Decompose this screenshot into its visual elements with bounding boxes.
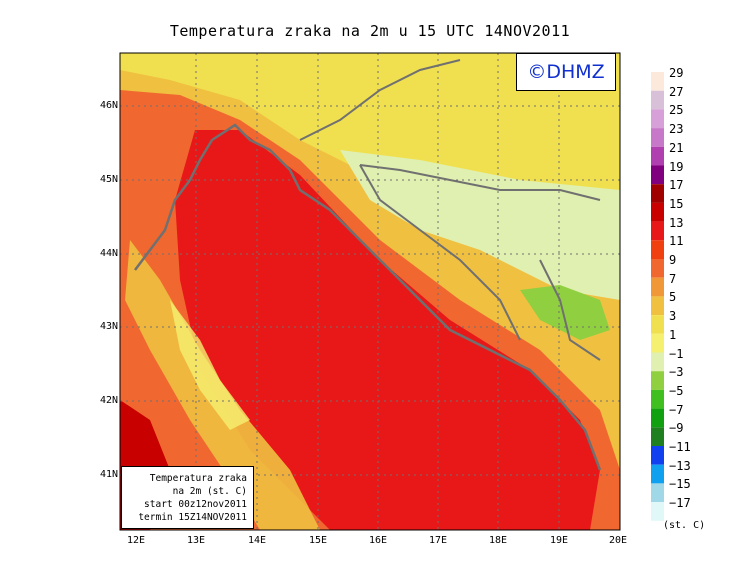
info-box: Temperatura zraka na 2m (st. C) start 00… bbox=[121, 466, 254, 529]
legend-swatch bbox=[651, 165, 664, 185]
legend-label: 25 bbox=[669, 103, 684, 118]
legend-label: 19 bbox=[669, 159, 684, 174]
info-line: Temperatura zraka bbox=[149, 473, 247, 484]
legend-label: 27 bbox=[669, 84, 684, 99]
legend-label: −9 bbox=[669, 421, 684, 436]
legend-label: 1 bbox=[669, 327, 677, 342]
legend-label: 17 bbox=[669, 178, 684, 193]
dhmz-logo: ©DHMZ bbox=[516, 53, 616, 91]
map-field bbox=[120, 53, 620, 530]
legend-swatch bbox=[651, 483, 664, 503]
legend-swatch bbox=[651, 128, 664, 147]
legend-swatch bbox=[651, 333, 664, 353]
legend-label: 15 bbox=[669, 196, 684, 211]
lon-label: 15E bbox=[308, 535, 328, 546]
map-title: Temperatura zraka na 2m u 15 UTC 14NOV20… bbox=[169, 22, 571, 40]
legend-label: 29 bbox=[669, 66, 684, 80]
info-line: start 00z12nov2011 bbox=[144, 499, 247, 510]
legend-label: −13 bbox=[669, 458, 691, 473]
legend-swatch bbox=[651, 259, 664, 278]
lat-label: 46N bbox=[99, 100, 118, 111]
legend-label: 5 bbox=[669, 290, 677, 305]
legend-swatch bbox=[651, 427, 664, 446]
legend-swatch bbox=[651, 221, 664, 241]
legend-label: −7 bbox=[669, 402, 684, 417]
legend-label: 9 bbox=[669, 253, 677, 267]
legend-swatch bbox=[651, 296, 664, 316]
legend-label: 3 bbox=[669, 309, 677, 324]
legend-swatch bbox=[651, 389, 664, 409]
lat-label: 45N bbox=[99, 174, 118, 185]
legend-swatch bbox=[651, 464, 664, 484]
info-line: na 2m (st. C) bbox=[172, 486, 247, 497]
lat-label: 42N bbox=[99, 395, 118, 406]
legend-swatch bbox=[651, 371, 664, 390]
lon-label: 18E bbox=[488, 535, 508, 546]
legend-swatch bbox=[651, 240, 664, 259]
lon-label: 17E bbox=[428, 535, 448, 546]
lon-label: 12E bbox=[126, 535, 146, 546]
lat-label: 43N bbox=[99, 321, 118, 332]
info-line: termin 15Z14NOV2011 bbox=[138, 512, 247, 523]
legend-colorbar bbox=[651, 72, 664, 521]
legend-swatch bbox=[651, 502, 664, 521]
legend-label: −3 bbox=[669, 365, 684, 380]
lon-label: 19E bbox=[549, 535, 569, 546]
legend-swatch bbox=[651, 72, 664, 91]
legend-label: 21 bbox=[669, 140, 684, 155]
legend-swatch bbox=[651, 446, 664, 465]
legend-swatch bbox=[651, 184, 664, 203]
legend-label: 11 bbox=[669, 234, 684, 249]
lon-label: 20E bbox=[608, 535, 628, 546]
legend-label: −11 bbox=[669, 440, 691, 454]
lon-label: 13E bbox=[186, 535, 206, 546]
legend-swatch bbox=[651, 352, 664, 372]
legend-label: −1 bbox=[669, 346, 684, 361]
legend-swatch bbox=[651, 315, 664, 334]
legend-swatch bbox=[651, 146, 664, 166]
legend-swatch bbox=[651, 408, 664, 428]
map-frame bbox=[119, 52, 621, 531]
legend-units: (st. C) bbox=[663, 520, 706, 531]
legend-label: 7 bbox=[669, 271, 677, 286]
lon-label: 14E bbox=[247, 535, 267, 546]
legend-swatch bbox=[651, 109, 664, 129]
lat-label: 41N bbox=[99, 469, 118, 480]
legend-label: 23 bbox=[669, 122, 684, 137]
legend-swatch bbox=[651, 202, 664, 222]
lat-label: 44N bbox=[99, 248, 118, 259]
legend-label: −5 bbox=[669, 383, 684, 398]
legend-label: −15 bbox=[669, 477, 691, 492]
legend-swatch bbox=[651, 277, 664, 297]
lon-label: 16E bbox=[368, 535, 388, 546]
legend-label: 13 bbox=[669, 215, 684, 230]
legend-swatch bbox=[651, 90, 664, 110]
legend-label: −17 bbox=[669, 496, 691, 511]
